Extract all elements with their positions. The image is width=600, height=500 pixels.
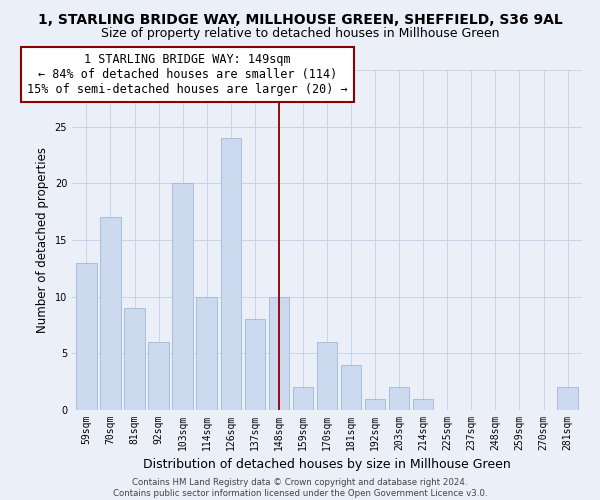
Text: 1, STARLING BRIDGE WAY, MILLHOUSE GREEN, SHEFFIELD, S36 9AL: 1, STARLING BRIDGE WAY, MILLHOUSE GREEN,… — [38, 12, 562, 26]
Bar — [196, 296, 217, 410]
Bar — [221, 138, 241, 410]
Text: 1 STARLING BRIDGE WAY: 149sqm
← 84% of detached houses are smaller (114)
15% of : 1 STARLING BRIDGE WAY: 149sqm ← 84% of d… — [27, 53, 348, 96]
Bar — [557, 388, 578, 410]
Bar — [100, 218, 121, 410]
Bar — [172, 184, 193, 410]
Bar — [76, 262, 97, 410]
Bar — [317, 342, 337, 410]
X-axis label: Distribution of detached houses by size in Millhouse Green: Distribution of detached houses by size … — [143, 458, 511, 471]
Y-axis label: Number of detached properties: Number of detached properties — [36, 147, 49, 333]
Bar — [293, 388, 313, 410]
Bar — [269, 296, 289, 410]
Bar — [341, 364, 361, 410]
Bar — [124, 308, 145, 410]
Text: Size of property relative to detached houses in Millhouse Green: Size of property relative to detached ho… — [101, 28, 499, 40]
Bar — [365, 398, 385, 410]
Bar — [413, 398, 433, 410]
Bar — [148, 342, 169, 410]
Bar — [245, 320, 265, 410]
Bar — [389, 388, 409, 410]
Text: Contains HM Land Registry data © Crown copyright and database right 2024.
Contai: Contains HM Land Registry data © Crown c… — [113, 478, 487, 498]
